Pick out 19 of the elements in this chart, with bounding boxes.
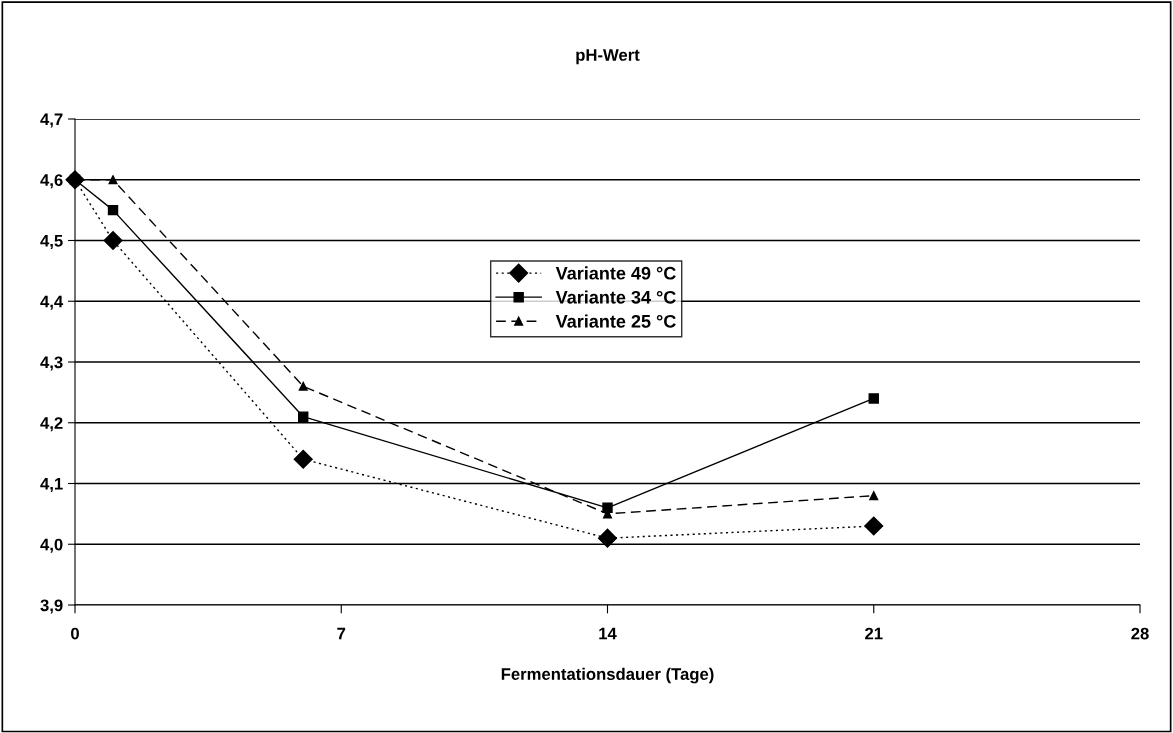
legend-label: Variante 49 °C: [555, 266, 676, 280]
x-tick-label: 28: [1131, 627, 1149, 640]
chart-title: pH-Wert: [576, 49, 640, 65]
x-tick-label: 21: [865, 627, 883, 640]
legend-label: Variante 25 °C: [555, 314, 676, 328]
x-axis-title: Fermentationsdauer (Tage): [501, 667, 714, 684]
y-tick-label: 4,5: [40, 235, 63, 250]
x-tick-label: 14: [599, 627, 617, 640]
y-tick-label: 4,0: [40, 538, 63, 553]
x-tick-label: 7: [337, 627, 346, 640]
y-tick-label: 4,4: [40, 295, 64, 310]
y-tick-label: 3,9: [40, 599, 63, 614]
y-tick-label: 4,6: [40, 174, 63, 189]
legend-label: Variante 34 °C: [555, 290, 676, 304]
y-tick-label: 4,2: [40, 417, 63, 432]
y-tick-label: 4,7: [40, 113, 63, 128]
x-tick-label: 0: [71, 627, 79, 640]
y-tick-label: 4,3: [40, 356, 63, 371]
y-tick-label: 4,1: [40, 478, 63, 493]
